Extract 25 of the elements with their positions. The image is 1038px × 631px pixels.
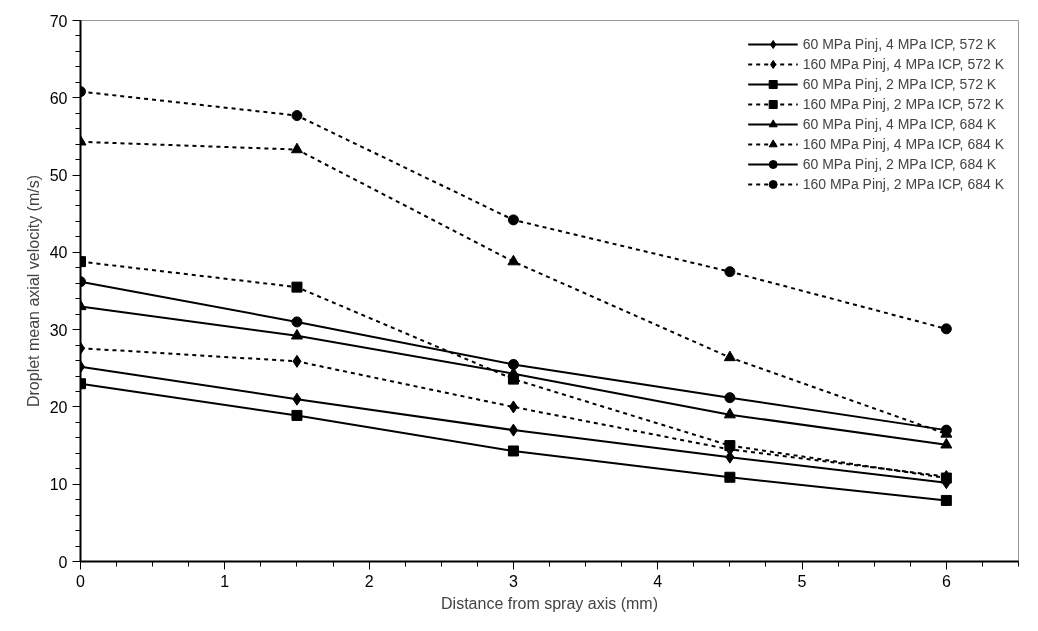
y-tick-label: 70 <box>49 12 68 30</box>
x-tick-label: 0 <box>76 572 86 590</box>
y-tick-label: 60 <box>49 89 68 107</box>
y-tick-label: 20 <box>49 398 68 416</box>
y-tick-label: 50 <box>49 167 68 185</box>
legend-label: 60 MPa Pinj, 2 MPa ICP, 684 K <box>802 156 997 172</box>
y-tick-label: 10 <box>49 476 68 494</box>
legend-label: 60 MPa Pinj, 4 MPa ICP, 684 K <box>802 116 997 132</box>
x-tick-label: 4 <box>653 572 663 590</box>
legend-label: 160 MPa Pinj, 2 MPa ICP, 572 K <box>802 96 1004 112</box>
x-tick-label: 5 <box>797 572 807 590</box>
y-tick-label: 30 <box>49 321 68 339</box>
legend-label: 60 MPa Pinj, 2 MPa ICP, 572 K <box>802 76 997 92</box>
x-tick-label: 3 <box>508 572 518 590</box>
x-axis-title: Distance from spray axis (mm) <box>441 594 658 612</box>
y-tick-label: 0 <box>58 553 68 571</box>
y-tick-label: 40 <box>49 244 68 262</box>
legend-label: 60 MPa Pinj, 4 MPa ICP, 572 K <box>802 36 997 52</box>
x-tick-label: 1 <box>220 572 230 590</box>
legend-label: 160 MPa Pinj, 4 MPa ICP, 684 K <box>802 136 1004 152</box>
legend-label: 160 MPa Pinj, 2 MPa ICP, 684 K <box>802 176 1004 192</box>
legend-label: 160 MPa Pinj, 4 MPa ICP, 572 K <box>802 56 1004 72</box>
x-tick-label: 2 <box>364 572 374 590</box>
y-axis-title: Droplet mean axial velocity (m/s) <box>24 174 42 408</box>
x-tick-label: 6 <box>941 572 951 590</box>
